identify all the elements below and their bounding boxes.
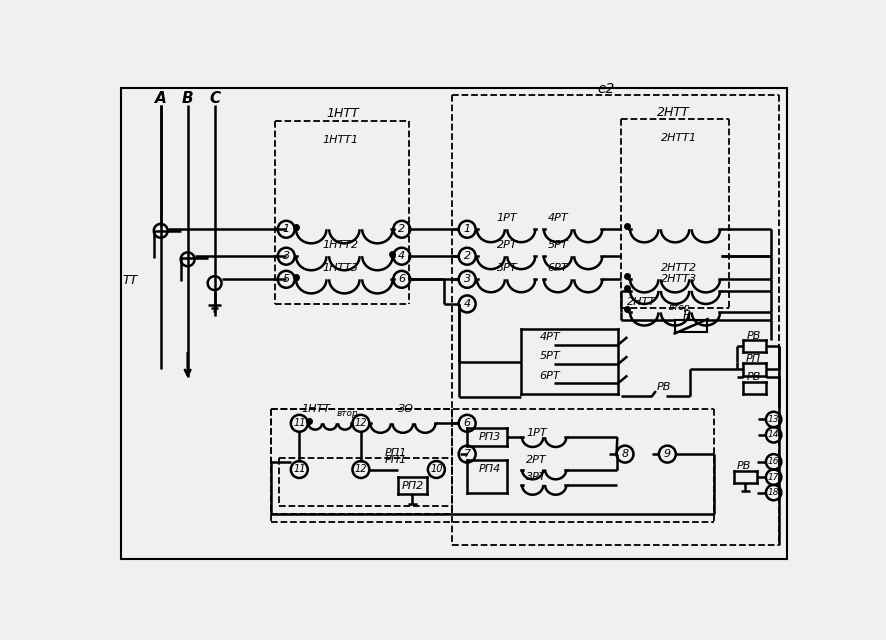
Text: 18: 18 (768, 488, 780, 497)
Text: РП1: РП1 (385, 455, 408, 465)
Text: РП4: РП4 (479, 465, 501, 474)
Text: 3РТ: 3РТ (526, 472, 547, 482)
Text: 6РТ: 6РТ (548, 263, 568, 273)
Text: 6: 6 (463, 419, 470, 428)
Text: РП: РП (746, 354, 761, 364)
Text: 1РТ: 1РТ (526, 428, 547, 438)
Text: 4РТ: 4РТ (540, 332, 560, 342)
Text: 2НТТ: 2НТТ (657, 106, 690, 118)
Text: РВ: РВ (746, 330, 761, 340)
Text: 3: 3 (463, 275, 470, 284)
Text: ЗО: ЗО (398, 404, 414, 415)
Text: 2НТТ2: 2НТТ2 (661, 263, 697, 273)
Text: 4РТ: 4РТ (548, 212, 568, 223)
Text: 8: 8 (621, 449, 628, 459)
Text: РП2: РП2 (401, 481, 424, 491)
Text: 14: 14 (768, 430, 780, 439)
Text: A: A (155, 91, 167, 106)
Text: е2: е2 (597, 82, 615, 96)
Text: 4: 4 (398, 252, 405, 261)
Text: РП1: РП1 (385, 447, 408, 458)
Text: 9: 9 (664, 449, 671, 459)
Text: 1НТТ: 1НТТ (326, 108, 359, 120)
Text: 6: 6 (398, 275, 405, 284)
Text: 16: 16 (768, 458, 780, 467)
Text: 7: 7 (463, 449, 470, 459)
Text: РВ: РВ (737, 461, 751, 470)
Text: C: C (209, 91, 221, 106)
Text: 2НТТ3: 2НТТ3 (661, 273, 697, 284)
Text: втор: втор (337, 409, 359, 418)
Text: 1НТТ1: 1НТТ1 (322, 135, 358, 145)
Text: 1НТТ: 1НТТ (301, 404, 330, 415)
Text: 2РТ: 2РТ (526, 455, 547, 465)
Text: 1: 1 (283, 224, 290, 234)
Text: 2: 2 (463, 252, 470, 261)
Text: 4: 4 (463, 299, 470, 309)
Text: 1: 1 (463, 224, 470, 234)
Text: втор: втор (669, 303, 691, 312)
Text: 3: 3 (283, 252, 290, 261)
Text: 11: 11 (293, 419, 306, 428)
Text: 1НТТ3: 1НТТ3 (322, 263, 358, 273)
Text: 5РТ: 5РТ (540, 351, 560, 362)
Text: 5РТ: 5РТ (548, 239, 568, 250)
Text: 2НТТ1: 2НТТ1 (661, 133, 697, 143)
Text: 13: 13 (768, 415, 780, 424)
Text: 1РТ: 1РТ (497, 212, 517, 223)
Text: 2РТ: 2РТ (497, 239, 517, 250)
Text: 5: 5 (283, 275, 290, 284)
Text: R: R (682, 309, 691, 322)
Text: 12: 12 (354, 419, 367, 428)
Text: 2НТТ: 2НТТ (627, 298, 657, 307)
Text: 12: 12 (354, 465, 367, 474)
Text: ТТ: ТТ (122, 275, 137, 287)
Text: 17: 17 (768, 473, 780, 482)
Text: 6РТ: 6РТ (540, 371, 560, 381)
Text: 1НТТ2: 1НТТ2 (322, 239, 358, 250)
Text: 2: 2 (398, 224, 405, 234)
Text: B: B (182, 91, 193, 106)
Text: РВ: РВ (657, 382, 672, 392)
Text: 10: 10 (430, 465, 443, 474)
Text: РВ: РВ (746, 372, 761, 382)
Text: 3РТ: 3РТ (497, 263, 517, 273)
Text: 11: 11 (293, 465, 306, 474)
Text: РП3: РП3 (479, 432, 501, 442)
